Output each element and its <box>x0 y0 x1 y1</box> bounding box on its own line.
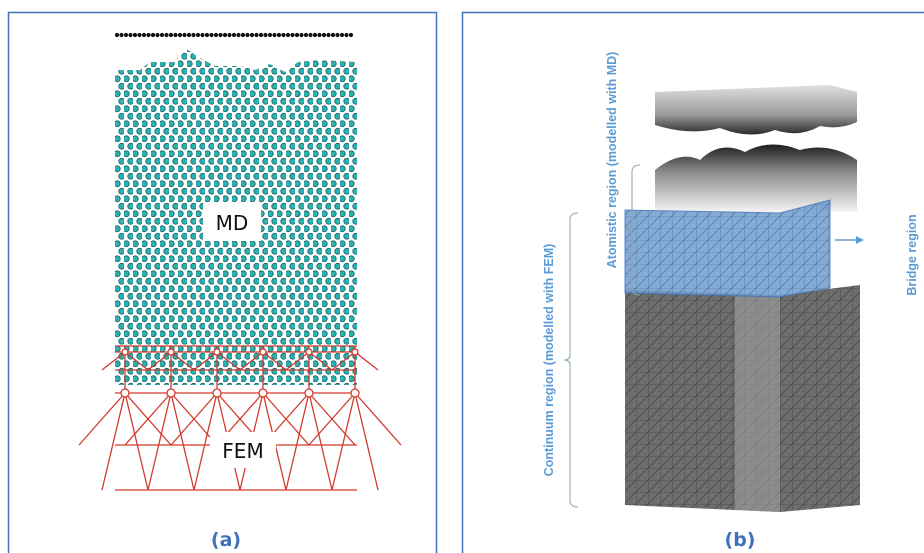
block-face <box>735 295 780 512</box>
atom <box>268 33 272 37</box>
continuum-brace <box>564 213 578 507</box>
atom <box>250 33 254 37</box>
atom <box>119 33 123 37</box>
upper-slab <box>655 85 857 135</box>
fem-line <box>355 393 401 445</box>
atom <box>214 33 218 37</box>
atom <box>227 33 231 37</box>
fem-line <box>79 393 125 445</box>
atom <box>146 33 150 37</box>
caption-a: (a) <box>211 529 241 551</box>
atom <box>155 33 159 37</box>
bridge-arrowhead <box>856 236 864 244</box>
atom <box>178 33 182 37</box>
atom <box>196 33 200 37</box>
atom <box>209 33 213 37</box>
fem-node <box>259 389 267 397</box>
atom <box>115 33 119 37</box>
fem-node <box>213 389 221 397</box>
atom <box>187 33 191 37</box>
atom <box>254 33 258 37</box>
atom <box>128 33 132 37</box>
fem-node <box>260 349 266 355</box>
fem-line <box>355 352 378 370</box>
atom <box>304 33 308 37</box>
atom <box>142 33 146 37</box>
atom <box>313 33 317 37</box>
atom <box>272 33 276 37</box>
atom <box>344 33 348 37</box>
atom <box>308 33 312 37</box>
atom <box>335 33 339 37</box>
atom <box>277 33 281 37</box>
atom <box>169 33 173 37</box>
md-label: MD <box>216 211 249 235</box>
atom <box>151 33 155 37</box>
atom <box>295 33 299 37</box>
fem-line <box>102 393 125 490</box>
bridge-label: Bridge region <box>905 214 919 295</box>
atom <box>164 33 168 37</box>
atom <box>232 33 236 37</box>
atom <box>218 33 222 37</box>
atom <box>173 33 177 37</box>
atom <box>223 33 227 37</box>
atom <box>182 33 186 37</box>
atom <box>241 33 245 37</box>
atom <box>290 33 294 37</box>
atom <box>286 33 290 37</box>
caption-b: (b) <box>725 529 756 551</box>
fem-node <box>168 349 174 355</box>
atom <box>317 33 321 37</box>
atom <box>160 33 164 37</box>
atomistic-label: Atomistic region (modelled with MD) <box>605 52 619 269</box>
atom <box>299 33 303 37</box>
atom <box>259 33 263 37</box>
atom <box>331 33 335 37</box>
atom <box>245 33 249 37</box>
atom <box>322 33 326 37</box>
fem-node <box>351 389 359 397</box>
fem-node <box>306 349 312 355</box>
atom <box>205 33 209 37</box>
atom <box>349 33 353 37</box>
atom <box>133 33 137 37</box>
fem-node <box>121 389 129 397</box>
atom <box>124 33 128 37</box>
atom <box>326 33 330 37</box>
atom <box>137 33 141 37</box>
figure: MD FEM (a) Atomistic region (modelled wi… <box>0 0 924 553</box>
fem-node <box>167 389 175 397</box>
fem-node <box>305 389 313 397</box>
fem-label: FEM <box>222 439 263 463</box>
atom <box>340 33 344 37</box>
top-atom-row <box>115 33 353 37</box>
atom <box>191 33 195 37</box>
continuum-label: Continuum region (modelled with FEM) <box>542 244 556 477</box>
fem-node <box>352 349 358 355</box>
fem-line <box>355 393 378 490</box>
atom <box>200 33 204 37</box>
fem-node <box>214 349 220 355</box>
atom <box>281 33 285 37</box>
atom <box>263 33 267 37</box>
fem-node <box>122 349 128 355</box>
atom <box>236 33 240 37</box>
bridge-mesh <box>625 200 830 297</box>
